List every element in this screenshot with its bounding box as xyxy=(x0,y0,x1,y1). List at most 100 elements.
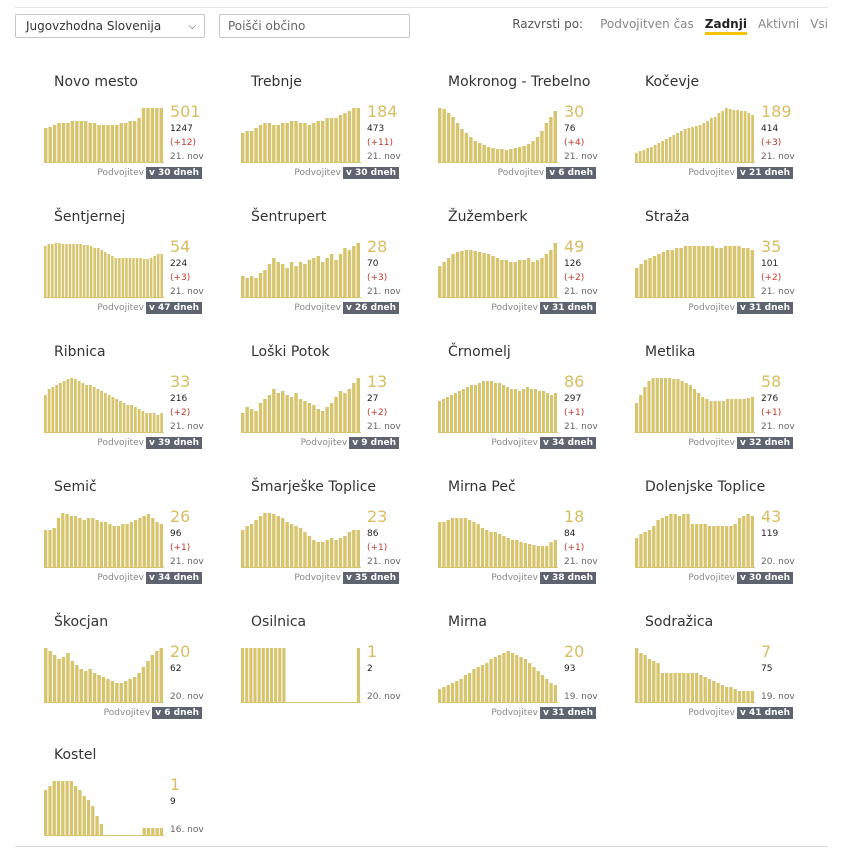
daily-change: (+3) xyxy=(761,138,782,148)
chart-bar xyxy=(455,681,459,703)
chart-bar xyxy=(737,518,742,568)
chart-bar xyxy=(510,653,515,703)
chart-bar xyxy=(134,520,138,568)
chart-bar xyxy=(495,258,500,298)
municipality-card[interactable]: Škocjan 20 62 20. nov Podvojitev v 6 dneh xyxy=(41,600,226,735)
chart-bar xyxy=(540,546,545,568)
sort-option-doubling-time[interactable]: Podvojitven čas xyxy=(600,17,694,31)
sparkline-chart xyxy=(635,648,755,703)
municipality-name: Osilnica xyxy=(251,614,307,630)
chart-bar xyxy=(660,518,664,568)
municipality-card[interactable]: Osilnica 1 2 20. nov xyxy=(238,600,423,735)
chart-bar xyxy=(86,800,91,836)
municipality-card[interactable]: Metlika 58 276 (+1) 21. nov Podvojitev v 32 dn… xyxy=(632,330,817,465)
chart-bar xyxy=(303,123,307,163)
municipality-card[interactable]: Kostel 1 9 16. nov xyxy=(41,733,226,868)
sparkline-chart xyxy=(635,108,755,163)
chart-bar xyxy=(493,532,497,568)
chart-bar xyxy=(750,397,754,433)
chart-bar xyxy=(325,407,329,433)
chart-bar xyxy=(695,126,698,163)
municipality-card[interactable]: Mirna Peč 18 84 (+1) 21. nov Podvojitev v 38 d… xyxy=(435,465,620,600)
chart-bar xyxy=(258,125,263,163)
chart-bar xyxy=(66,123,70,163)
municipality-card[interactable]: Šentrupert 28 70 (+3) 21. nov Podvojitev v 26 … xyxy=(238,195,423,330)
municipality-card[interactable]: Mirna 20 93 19. nov Podvojitev v 31 dneh xyxy=(435,600,620,735)
municipality-card[interactable]: Sodražica 7 75 19. nov Podvojitev v 41 dneh xyxy=(632,600,817,735)
chart-bar xyxy=(502,536,506,568)
chart-bar xyxy=(480,528,485,568)
chart-bar xyxy=(729,526,733,568)
chart-bar xyxy=(321,542,325,568)
chart-bar xyxy=(352,246,356,298)
sparkline-chart xyxy=(44,243,164,298)
chart-bar xyxy=(647,659,652,703)
chart-bar xyxy=(92,673,97,703)
municipality-card[interactable]: Ribnica 33 216 (+2) 21. nov Podvojitev v 39 dn… xyxy=(41,330,226,465)
chart-bar xyxy=(110,681,115,703)
chart-bar xyxy=(463,675,467,703)
active-cases-count: 26 xyxy=(170,507,191,526)
doubling-info: Podvojitev v 30 dneh xyxy=(238,167,399,179)
chart-bar xyxy=(307,536,312,568)
sparkline-chart xyxy=(241,513,361,568)
active-cases-count: 49 xyxy=(564,237,585,256)
chart-bar xyxy=(648,258,652,298)
chart-bar xyxy=(515,655,519,703)
municipality-card[interactable]: Šmarješke Toplice 23 86 (+1) 21. nov Podvojit… xyxy=(238,465,423,600)
doubling-label: Podvojitev xyxy=(497,168,545,178)
chart-bar xyxy=(442,522,446,568)
sort-option-latest[interactable]: Zadnji xyxy=(704,17,747,35)
municipality-card[interactable]: Črnomelj 86 297 (+1) 21. nov Podvojitev v 34 d… xyxy=(435,330,620,465)
chart-bar xyxy=(510,389,513,433)
chart-bar xyxy=(494,383,497,433)
municipality-search-input[interactable] xyxy=(219,14,410,38)
total-cases-count: 216 xyxy=(170,394,188,404)
chart-bar xyxy=(156,254,160,298)
municipality-card[interactable]: Trebnje 184 473 (+11) 21. nov Podvojitev v 30 … xyxy=(238,60,423,195)
municipality-card[interactable]: Kočevje 189 414 (+3) 21. nov Podvojitev v 21 d… xyxy=(632,60,817,195)
chart-bar xyxy=(491,148,495,163)
chart-bar xyxy=(450,518,455,568)
last-update-date: 21. nov xyxy=(761,422,795,432)
chart-bar xyxy=(334,397,338,433)
chart-bar xyxy=(263,123,267,163)
chart-bar xyxy=(61,781,65,836)
doubling-badge: v 47 dneh xyxy=(145,302,202,314)
active-cases-count: 86 xyxy=(564,372,585,391)
region-select[interactable]: Jugovzhodna Slovenija ⌵ xyxy=(15,14,205,38)
chart-bar xyxy=(281,391,285,433)
doubling-info: Podvojitev v 41 dneh xyxy=(632,707,793,719)
chart-bar xyxy=(155,828,159,836)
municipality-card[interactable]: Novo mesto 501 1247 (+12) 21. nov Podvojitev v… xyxy=(41,60,226,195)
municipality-card[interactable]: Semič 26 96 (+1) 21. nov Podvojitev v 34 dneh xyxy=(41,465,226,600)
doubling-badge: v 6 dneh xyxy=(546,167,596,179)
municipality-card[interactable]: Žužemberk 49 126 (+2) 21. nov Podvojitev v 31 … xyxy=(435,195,620,330)
municipality-card[interactable]: Straža 35 101 (+2) 21. nov Podvojitev v 31 dne… xyxy=(632,195,817,330)
chart-bar xyxy=(676,133,679,163)
chart-bar xyxy=(549,117,553,163)
chart-bar xyxy=(702,123,706,163)
chart-bar xyxy=(159,828,163,836)
chart-bar xyxy=(740,111,743,163)
chart-bar xyxy=(652,256,657,298)
doubling-info: Podvojitev v 31 dneh xyxy=(435,707,596,719)
chart-bar xyxy=(720,526,724,568)
sort-option-active[interactable]: Aktivni xyxy=(757,17,800,31)
chart-bar xyxy=(70,378,73,433)
chart-bar xyxy=(652,526,656,568)
chart-bar xyxy=(639,264,643,298)
municipality-card[interactable]: Dolenjske Toplice 43 119 20. nov Podvojitev v… xyxy=(632,465,817,600)
doubling-badge: v 30 dneh xyxy=(145,167,202,179)
municipality-card[interactable]: Mokronog - Trebelno 30 76 (+4) 21. nov Podvoj… xyxy=(435,60,620,195)
chart-bar xyxy=(683,246,688,298)
municipality-card[interactable]: Loški Potok 13 27 (+2) 21. nov Podvojitev v 9 … xyxy=(238,330,423,465)
chart-bar xyxy=(343,248,347,298)
municipality-card[interactable]: Šentjernej 54 224 (+3) 21. nov Podvojitev v 47… xyxy=(41,195,226,330)
sort-option-all[interactable]: Vsi xyxy=(810,17,828,31)
chart-bar xyxy=(78,790,82,836)
chart-bar xyxy=(466,387,469,433)
chart-bar xyxy=(733,689,737,703)
chart-bar xyxy=(338,254,343,298)
chart-bar xyxy=(142,259,146,298)
